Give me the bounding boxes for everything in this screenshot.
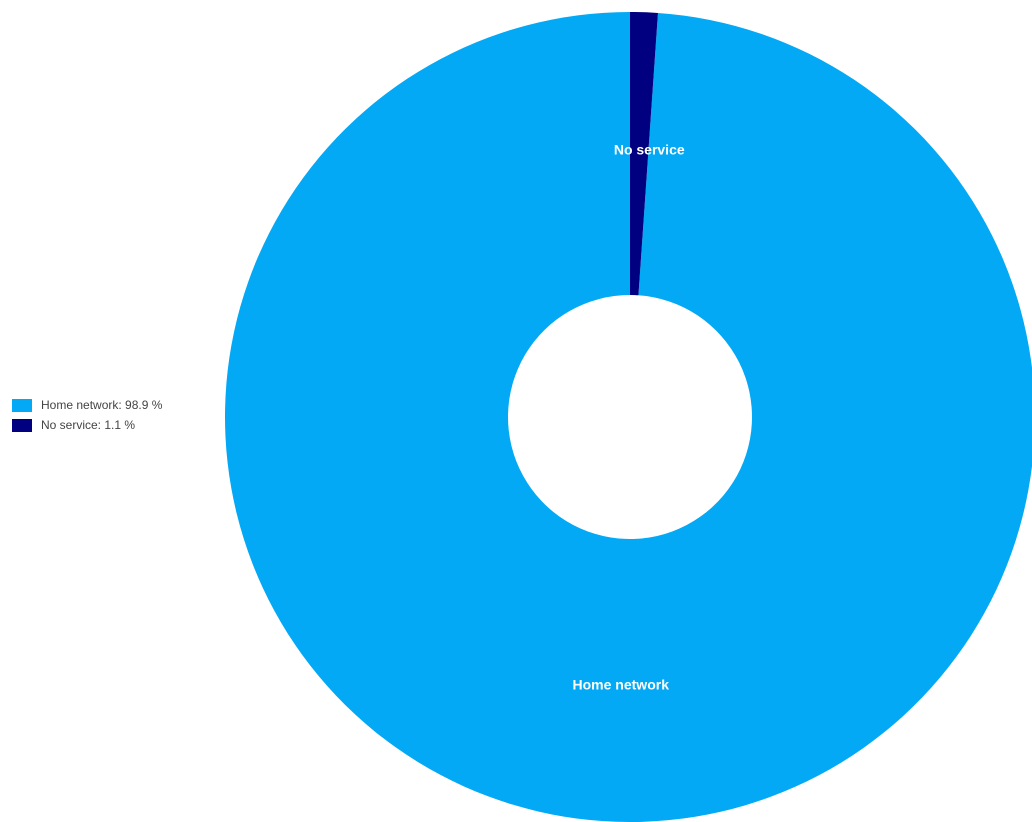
chart-legend: Home network: 98.9 % No service: 1.1 % (12, 397, 162, 437)
legend-item-no-service[interactable]: No service: 1.1 % (12, 417, 162, 433)
slice-label-no-service: No service (614, 142, 685, 158)
slice-no-service[interactable] (630, 12, 658, 296)
slice-label-home-network: Home network (573, 676, 670, 692)
legend-label-no-service: No service: 1.1 % (41, 418, 136, 432)
legend-label-home-network: Home network: 98.9 % (41, 398, 163, 412)
slice-home-network[interactable] (225, 12, 1032, 822)
legend-swatch-home-network (12, 398, 32, 412)
legend-item-home-network[interactable]: Home network: 98.9 % (12, 397, 162, 413)
legend-swatch-no-service (12, 418, 32, 432)
